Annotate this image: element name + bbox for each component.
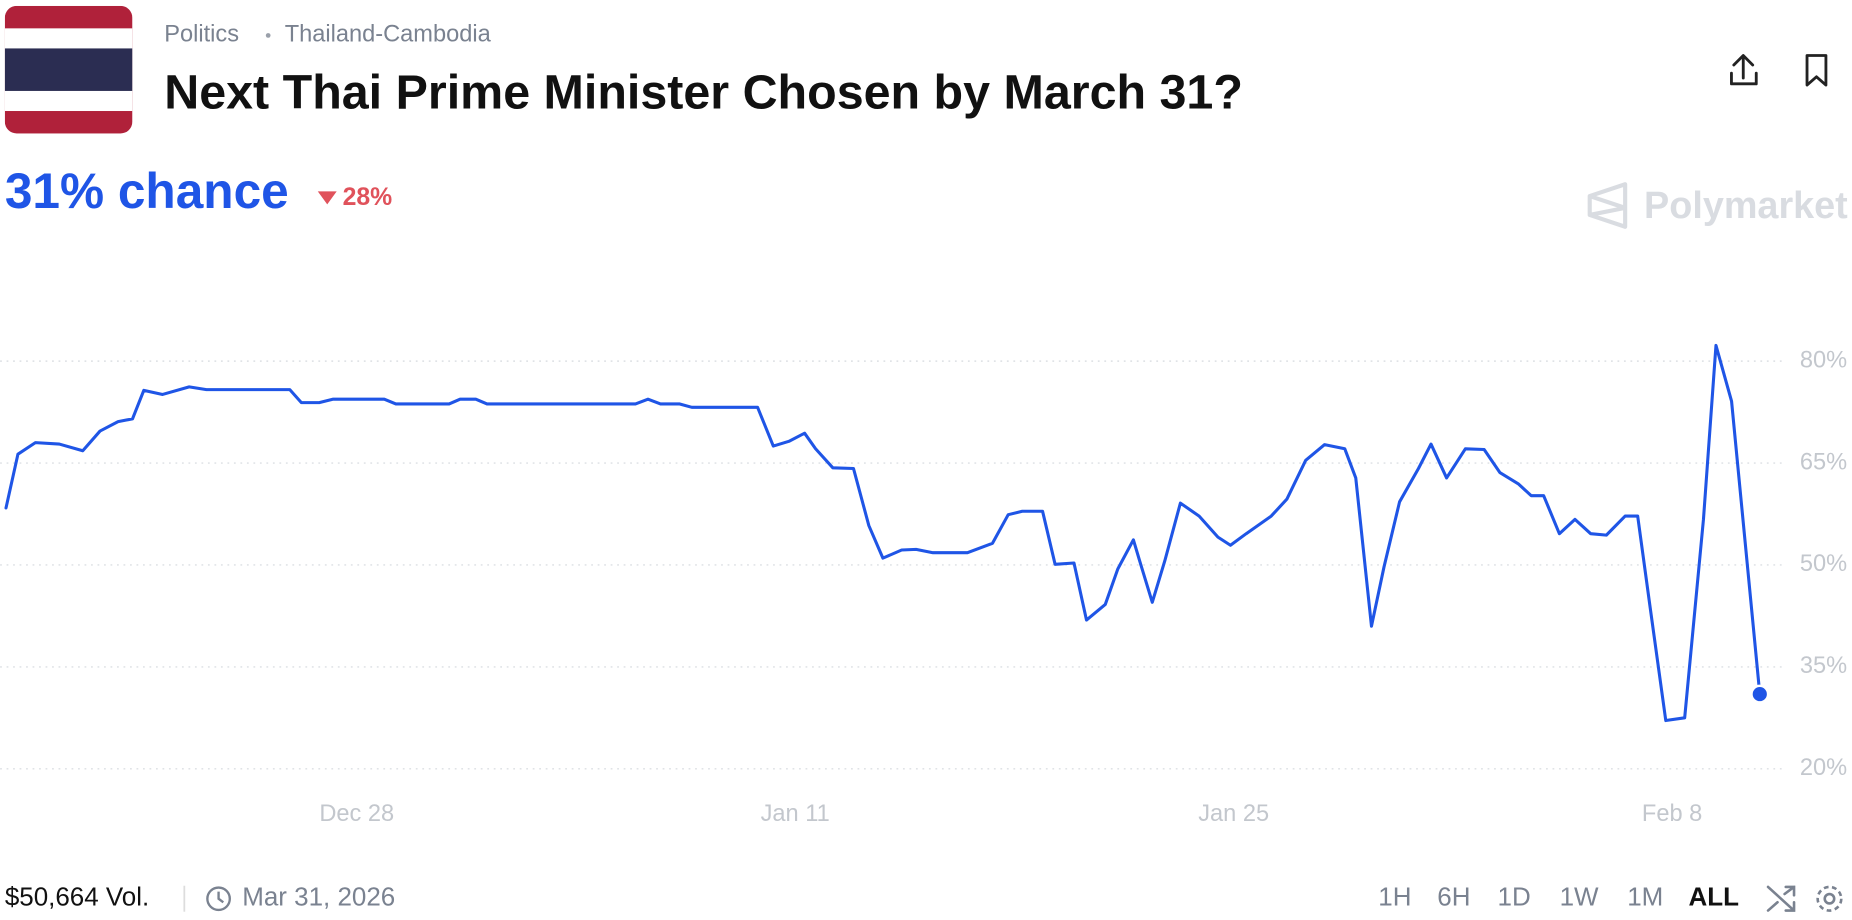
y-tick-label: 65%	[1800, 449, 1847, 475]
y-tick-label: 35%	[1800, 653, 1847, 679]
down-arrow	[317, 191, 337, 205]
end-date: Mar 31, 2026	[242, 882, 395, 912]
chart: 20% 35% 50% 65% 80% Dec 28 Jan 11 Jan 25 Feb 8	[0, 343, 1847, 827]
range-button[interactable]: 1M	[1627, 882, 1663, 912]
clock-icon	[206, 886, 231, 912]
current-point	[1750, 684, 1770, 704]
range-button[interactable]: 1W	[1560, 882, 1599, 912]
x-tick-label: Dec 28	[319, 801, 394, 827]
shuffle-icon[interactable]	[1766, 885, 1796, 912]
x-tick-label: Jan 25	[1198, 801, 1269, 827]
y-tick-label: 20%	[1800, 755, 1847, 781]
breadcrumb[interactable]: Politics	[164, 22, 239, 48]
chance: 31% chance	[5, 163, 289, 219]
brand: Polymarket	[1644, 185, 1848, 227]
bookmark-icon[interactable]	[1805, 54, 1828, 87]
brand-logo	[1587, 182, 1628, 229]
flag	[4, 5, 133, 134]
x-tick-label: Feb 8	[1642, 801, 1702, 827]
y-tick-label: 80%	[1800, 347, 1847, 373]
volume: $50,664 Vol.	[5, 882, 149, 912]
x-tick-label: Jan 11	[761, 801, 830, 827]
range-button[interactable]: ALL	[1688, 882, 1739, 912]
range-button[interactable]: 1D	[1498, 882, 1531, 912]
y-tick-label: 50%	[1800, 551, 1847, 577]
change: 28%	[343, 184, 393, 211]
share-icon[interactable]	[1730, 54, 1758, 86]
separator	[265, 33, 271, 38]
range-button[interactable]: 1H	[1378, 882, 1411, 912]
range-selector: 1H 6H 1D 1W 1M ALL	[1378, 882, 1739, 912]
settings-icon[interactable]	[1816, 885, 1843, 912]
price-line	[4, 343, 1762, 723]
title: Next Thai Prime Minister Chosen by March…	[164, 65, 1243, 119]
range-button[interactable]: 6H	[1437, 882, 1470, 912]
breadcrumb[interactable]: Thailand-Cambodia	[285, 22, 492, 48]
